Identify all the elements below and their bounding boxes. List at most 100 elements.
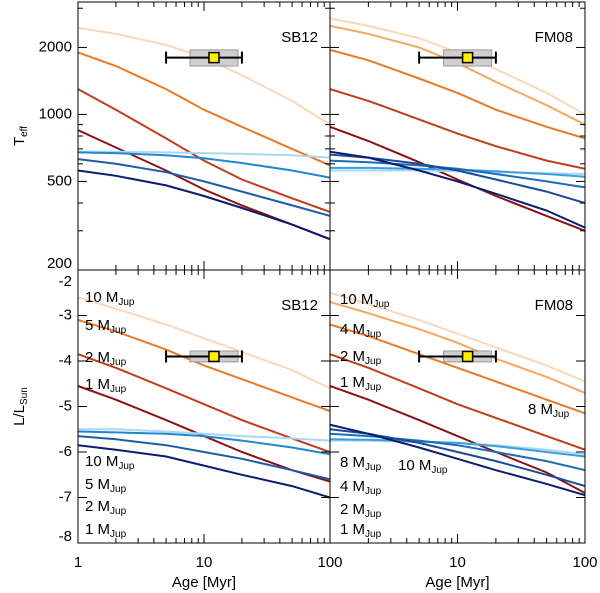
series-label-sub: Jup xyxy=(110,357,127,368)
series-label: 1 MJup xyxy=(85,521,127,540)
series-label: 2 MJup xyxy=(340,501,382,520)
series-label: 1 MJup xyxy=(85,376,127,395)
x-tick-label: 100 xyxy=(572,554,597,571)
series-label: 5 MJup xyxy=(85,476,127,495)
series-label-main: 10 M xyxy=(398,457,431,474)
data-point xyxy=(461,350,474,363)
series-label-main: 8 M xyxy=(340,454,365,471)
series-label-main: 5 M xyxy=(85,476,110,493)
series-label-main: 10 M xyxy=(340,291,373,308)
curve xyxy=(330,432,585,472)
x-tick-label: 100 xyxy=(317,554,342,571)
curve xyxy=(330,353,585,451)
curve xyxy=(330,150,585,229)
curve xyxy=(78,353,330,453)
y-tick-label: -8 xyxy=(59,528,72,545)
y-tick-label: 2000 xyxy=(39,38,72,55)
series-label-main: 2 M xyxy=(85,349,110,366)
series-label-main: 4 M xyxy=(340,321,365,338)
curve xyxy=(330,428,585,488)
series-label-sub: Jup xyxy=(365,529,382,540)
series-label-sub: Jup xyxy=(365,462,382,473)
curve xyxy=(330,159,585,189)
series-label-sub: Jup xyxy=(431,465,448,476)
curve xyxy=(78,319,330,412)
curve xyxy=(78,88,330,213)
y-tick-label: 1000 xyxy=(39,105,72,122)
curve xyxy=(330,323,585,415)
y-axis-label: Teff xyxy=(11,126,30,146)
x-tick-label: 10 xyxy=(449,554,466,571)
panel-label: SB12 xyxy=(281,29,318,46)
series-label-sub: Jup xyxy=(110,384,127,395)
y-tick-label: -7 xyxy=(59,488,72,505)
series-label-main: 10 M xyxy=(85,453,118,470)
curve xyxy=(78,430,330,456)
series-label-sub: Jup xyxy=(118,297,135,308)
series-label: 10 MJup xyxy=(340,291,390,310)
curve xyxy=(78,444,330,499)
y-axis-label-sub: Sun xyxy=(19,387,30,405)
series-label-main: 1 M xyxy=(340,521,365,538)
series-label: 8 MJup xyxy=(528,401,570,420)
series-label-sub: Jup xyxy=(110,529,127,540)
y-axis-label-sub: eff xyxy=(19,126,30,137)
curve xyxy=(330,385,585,494)
data-point xyxy=(461,51,474,64)
curve xyxy=(330,291,585,383)
series-label: 2 MJup xyxy=(85,349,127,368)
series-label: 1 MJup xyxy=(340,521,382,540)
series-label-sub: Jup xyxy=(365,509,382,520)
data-point xyxy=(208,51,220,64)
y-axis-label-main: L/L xyxy=(11,405,28,426)
series-label-main: 2 M xyxy=(340,348,365,365)
x-axis-label: Age [Myr] xyxy=(172,574,236,591)
series-label-sub: Jup xyxy=(365,382,382,393)
curve xyxy=(330,300,585,394)
y-tick-label: -4 xyxy=(59,352,72,369)
y-tick-label: -2 xyxy=(59,273,72,290)
series-label-main: 5 M xyxy=(85,317,110,334)
series-label-main: 1 M xyxy=(85,521,110,538)
series-label: 2 MJup xyxy=(340,348,382,367)
curve xyxy=(78,150,330,159)
x-tick-label: 10 xyxy=(196,554,213,571)
panel-label: SB12 xyxy=(281,297,318,314)
series-label-sub: Jup xyxy=(553,409,570,420)
curve xyxy=(78,129,330,241)
y-tick-label: 500 xyxy=(47,172,72,189)
series-label-sub: Jup xyxy=(110,484,127,495)
series-label: 10 MJup xyxy=(85,289,135,308)
y-axis-label-main: T xyxy=(11,137,28,146)
series-label-main: 1 M xyxy=(340,374,365,391)
curve xyxy=(330,125,585,232)
data-point xyxy=(208,350,220,363)
series-label-sub: Jup xyxy=(110,325,127,336)
series-label-sub: Jup xyxy=(365,356,382,367)
curve xyxy=(78,158,330,217)
series-label-sub: Jup xyxy=(373,299,390,310)
curve xyxy=(330,438,585,458)
series-label: 8 MJup xyxy=(340,454,382,473)
curve xyxy=(330,48,585,140)
y-tick-label: -3 xyxy=(59,306,72,323)
curve xyxy=(78,435,330,481)
x-tick-label: 1 xyxy=(74,554,82,571)
curve xyxy=(330,88,585,170)
panel-label: FM08 xyxy=(535,29,573,46)
series-label: 2 MJup xyxy=(85,498,127,517)
series-label: 4 MJup xyxy=(340,321,382,340)
curve xyxy=(78,151,330,179)
y-tick-label: -6 xyxy=(59,443,72,460)
series-label-main: 4 M xyxy=(340,478,365,495)
panel-label: FM08 xyxy=(535,297,573,314)
series-label-main: 1 M xyxy=(85,376,110,393)
curve xyxy=(78,169,330,241)
series-label-sub: Jup xyxy=(118,461,135,472)
series-label: 1 MJup xyxy=(340,374,382,393)
series-label-main: 2 M xyxy=(85,498,110,515)
series-label: 5 MJup xyxy=(85,317,127,336)
curve xyxy=(78,51,330,167)
series-label-main: 2 M xyxy=(340,501,365,518)
y-tick-label: -5 xyxy=(59,397,72,414)
